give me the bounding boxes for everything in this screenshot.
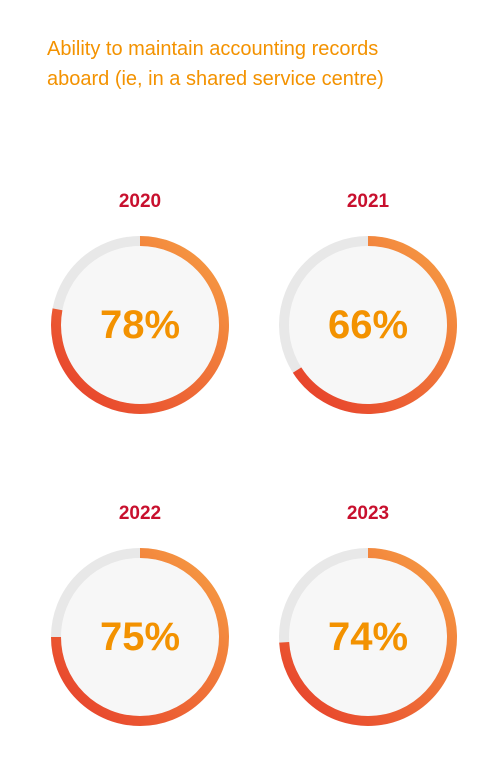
gauge-value-label: 78% [99, 302, 181, 347]
chart-title: Ability to maintain accounting records a… [47, 34, 467, 94]
gauge-year-label: 2021 [346, 191, 390, 212]
donut-value-arc [51, 236, 229, 414]
donut-center [289, 246, 447, 404]
donut-center [61, 558, 219, 716]
chart-title-line-1: Ability to maintain accounting records [47, 38, 379, 60]
gauge-value-label: 66% [327, 302, 409, 347]
gauge-year-label: 2023 [346, 503, 390, 524]
donut-value-arc [51, 548, 229, 726]
gauge-2021: 2021 66% [273, 190, 463, 420]
donut-center [61, 246, 219, 404]
donut-ring [51, 236, 229, 414]
donut-value-arc [292, 236, 457, 414]
gauge-2020: 2020 78% [45, 190, 235, 420]
gauge-2022: 2022 75% [45, 502, 235, 732]
gauge-value-label: 74% [327, 614, 409, 659]
gauge-2023: 2023 74% [273, 502, 463, 732]
gauge-year-label: 2020 [118, 191, 162, 212]
donut-ring [279, 236, 457, 414]
donut-value-arc [279, 548, 457, 726]
donut-center [289, 558, 447, 716]
gauge-value-label: 75% [99, 614, 181, 659]
donut-ring [51, 548, 229, 726]
gauge-year-label: 2022 [118, 503, 162, 524]
donut-ring [279, 548, 457, 726]
chart-title-line-2: aboard (ie, in a shared service centre) [47, 68, 384, 90]
